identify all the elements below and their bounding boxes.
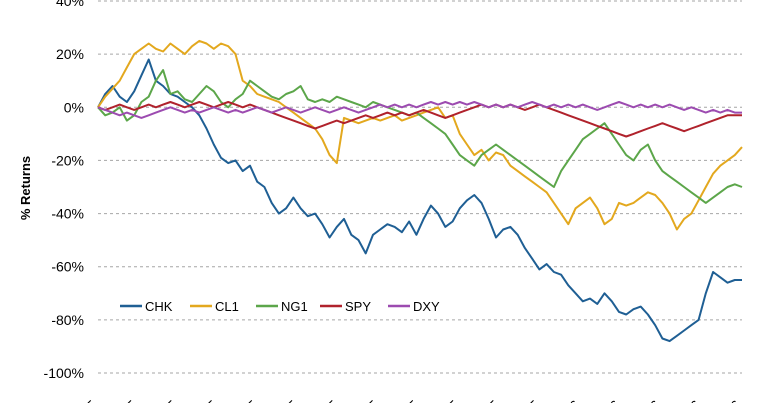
legend-label-chk: CHK — [145, 299, 173, 314]
y-tick-label: 40% — [56, 0, 84, 9]
x-tick-label: 15 — [521, 397, 543, 403]
x-tick-label: 15 — [78, 397, 100, 403]
x-tick-label: 15 — [239, 397, 261, 403]
x-tick-label: 16 — [682, 397, 704, 403]
gridlines — [98, 0, 742, 374]
x-tick-label: 15 — [319, 397, 341, 403]
x-tick-label: 16 — [641, 397, 663, 403]
x-tick-label: 15 — [360, 397, 382, 403]
x-tick-label: 16 — [601, 397, 623, 403]
y-tick-label: -100% — [44, 365, 84, 381]
y-tick-label: 0% — [64, 99, 84, 115]
legend-label-cl1: CL1 — [215, 299, 239, 314]
legend-label-dxy: DXY — [413, 299, 440, 314]
y-tick-label: -40% — [51, 206, 84, 222]
x-tick-label: 15 — [118, 397, 140, 403]
x-tick-label: 15 — [400, 397, 422, 403]
y-tick-label: -20% — [51, 152, 84, 168]
legend: CHK CL1 NG1 SPY DXY — [120, 299, 440, 314]
legend-label-spy: SPY — [345, 299, 371, 314]
y-tick-label: -80% — [51, 312, 84, 328]
legend-label-ng1: NG1 — [281, 299, 308, 314]
series-line-cl1 — [97, 39, 743, 231]
series-line-dxy — [97, 101, 742, 119]
x-tick-label: 15 — [440, 397, 462, 403]
series-line-ng1 — [97, 69, 743, 204]
x-tick-label: 15 — [199, 397, 221, 403]
x-tick-labels: 15 15 15 15 15 15 15 15 15 15 15 15 16 16 16 16 16 — [78, 397, 744, 403]
series-line-chk — [97, 58, 742, 343]
x-tick-label: 16 — [722, 397, 744, 403]
x-tick-label: 16 — [561, 397, 583, 403]
y-tick-label: 20% — [56, 46, 84, 62]
y-tick-labels: 40% 20% 0% -20% -40% -60% -80% -100% — [44, 0, 84, 381]
y-tick-label: -60% — [51, 259, 84, 275]
x-tick-label: 15 — [480, 397, 502, 403]
y-axis-title: % Returns — [18, 156, 33, 220]
x-tick-label: 15 — [279, 397, 301, 403]
series-lines — [97, 39, 743, 343]
x-tick-label: 15 — [158, 397, 180, 403]
series-line-spy — [97, 101, 742, 138]
